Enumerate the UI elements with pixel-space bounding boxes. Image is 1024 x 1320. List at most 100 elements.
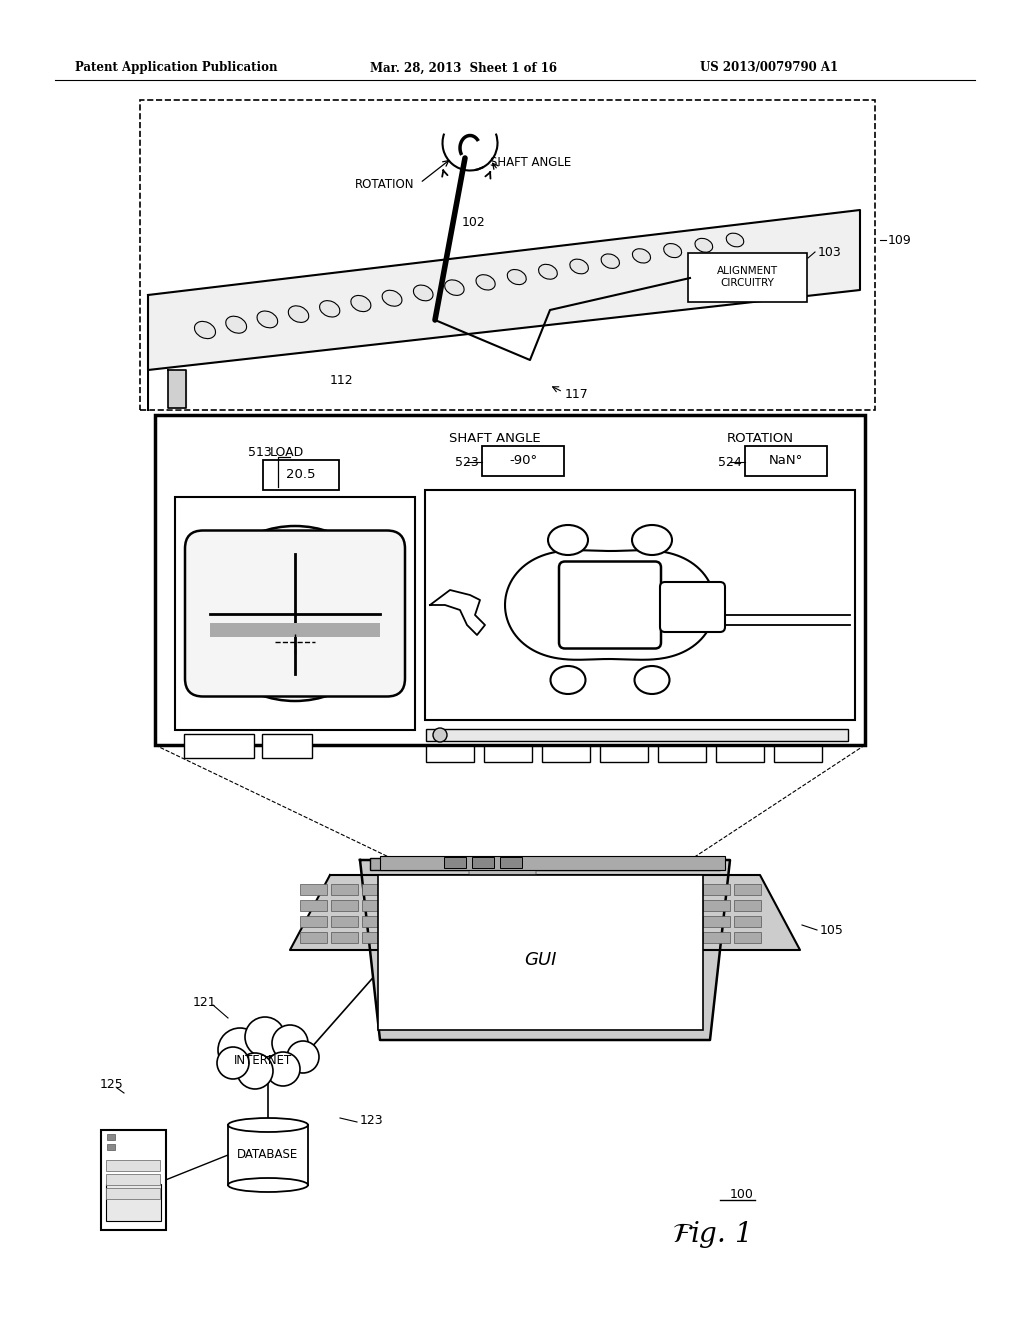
FancyBboxPatch shape <box>455 899 481 911</box>
Text: Patent Application Publication: Patent Application Publication <box>75 62 278 74</box>
Text: $\mathcal{F}$ig. 1: $\mathcal{F}$ig. 1 <box>672 1220 749 1250</box>
Circle shape <box>217 1047 249 1078</box>
FancyBboxPatch shape <box>640 916 668 927</box>
FancyBboxPatch shape <box>640 899 668 911</box>
Ellipse shape <box>632 525 672 554</box>
FancyBboxPatch shape <box>579 883 605 895</box>
FancyBboxPatch shape <box>392 932 420 942</box>
FancyBboxPatch shape <box>425 490 855 719</box>
FancyBboxPatch shape <box>672 932 698 942</box>
Ellipse shape <box>220 1027 310 1082</box>
Text: 105: 105 <box>820 924 844 936</box>
FancyBboxPatch shape <box>559 561 662 648</box>
FancyBboxPatch shape <box>733 899 761 911</box>
FancyBboxPatch shape <box>672 899 698 911</box>
FancyBboxPatch shape <box>426 729 848 741</box>
FancyBboxPatch shape <box>210 623 380 636</box>
FancyBboxPatch shape <box>370 858 720 870</box>
FancyBboxPatch shape <box>672 916 698 927</box>
Text: 107: 107 <box>740 880 764 894</box>
FancyBboxPatch shape <box>485 932 512 942</box>
FancyBboxPatch shape <box>660 582 725 632</box>
Ellipse shape <box>257 312 278 327</box>
FancyBboxPatch shape <box>392 916 420 927</box>
FancyBboxPatch shape <box>105 1184 161 1221</box>
Text: -90°: -90° <box>509 454 537 467</box>
FancyBboxPatch shape <box>424 899 451 911</box>
FancyBboxPatch shape <box>542 746 590 762</box>
FancyBboxPatch shape <box>455 883 481 895</box>
Bar <box>106 1144 115 1150</box>
Text: ROTATION: ROTATION <box>726 432 794 445</box>
Text: 112: 112 <box>330 374 353 387</box>
FancyBboxPatch shape <box>426 746 474 762</box>
Ellipse shape <box>635 667 670 694</box>
Text: DATABASE: DATABASE <box>238 1148 299 1162</box>
FancyBboxPatch shape <box>331 883 357 895</box>
FancyBboxPatch shape <box>361 932 388 942</box>
FancyBboxPatch shape <box>579 932 605 942</box>
Ellipse shape <box>601 253 620 268</box>
Text: 123: 123 <box>360 1114 384 1126</box>
FancyBboxPatch shape <box>733 932 761 942</box>
Text: 103: 103 <box>818 246 842 259</box>
Ellipse shape <box>289 306 309 322</box>
FancyBboxPatch shape <box>702 883 729 895</box>
Text: INTERNET: INTERNET <box>233 1053 292 1067</box>
FancyBboxPatch shape <box>579 899 605 911</box>
Ellipse shape <box>195 321 215 339</box>
Polygon shape <box>148 210 860 370</box>
FancyBboxPatch shape <box>745 446 827 477</box>
FancyBboxPatch shape <box>299 883 327 895</box>
FancyBboxPatch shape <box>500 857 522 869</box>
Text: 121: 121 <box>193 995 217 1008</box>
Ellipse shape <box>414 285 433 301</box>
Ellipse shape <box>444 280 464 296</box>
Ellipse shape <box>228 1118 308 1133</box>
FancyBboxPatch shape <box>472 857 494 869</box>
FancyBboxPatch shape <box>361 899 388 911</box>
FancyBboxPatch shape <box>106 1173 160 1184</box>
Text: ROTATION: ROTATION <box>355 178 415 191</box>
FancyBboxPatch shape <box>640 932 668 942</box>
Circle shape <box>266 1052 300 1086</box>
FancyBboxPatch shape <box>774 746 822 762</box>
Ellipse shape <box>351 296 371 312</box>
FancyBboxPatch shape <box>175 498 415 730</box>
Bar <box>106 1134 115 1140</box>
FancyBboxPatch shape <box>299 932 327 942</box>
FancyBboxPatch shape <box>299 916 327 927</box>
FancyBboxPatch shape <box>672 883 698 895</box>
Text: 523: 523 <box>455 455 479 469</box>
FancyBboxPatch shape <box>548 883 574 895</box>
Text: 109: 109 <box>888 234 911 247</box>
Text: 125: 125 <box>100 1078 124 1092</box>
FancyBboxPatch shape <box>733 916 761 927</box>
FancyBboxPatch shape <box>455 916 481 927</box>
Text: 117: 117 <box>565 388 589 401</box>
FancyBboxPatch shape <box>516 932 544 942</box>
Ellipse shape <box>228 1177 308 1192</box>
Polygon shape <box>290 875 800 950</box>
FancyBboxPatch shape <box>185 531 406 697</box>
FancyBboxPatch shape <box>299 899 327 911</box>
FancyBboxPatch shape <box>516 883 544 895</box>
FancyBboxPatch shape <box>444 857 466 869</box>
Text: 102: 102 <box>462 215 485 228</box>
Ellipse shape <box>548 525 588 554</box>
FancyBboxPatch shape <box>716 746 764 762</box>
Ellipse shape <box>319 301 340 317</box>
FancyBboxPatch shape <box>609 916 637 927</box>
Ellipse shape <box>476 275 496 290</box>
FancyBboxPatch shape <box>331 932 357 942</box>
FancyBboxPatch shape <box>600 746 648 762</box>
FancyBboxPatch shape <box>331 899 357 911</box>
Polygon shape <box>168 370 186 408</box>
FancyBboxPatch shape <box>548 932 574 942</box>
FancyBboxPatch shape <box>100 1130 166 1230</box>
FancyBboxPatch shape <box>484 746 532 762</box>
Text: ALIGNMENT
CIRCUITRY: ALIGNMENT CIRCUITRY <box>717 267 777 288</box>
FancyBboxPatch shape <box>424 932 451 942</box>
FancyBboxPatch shape <box>455 932 481 942</box>
FancyBboxPatch shape <box>106 1159 160 1171</box>
